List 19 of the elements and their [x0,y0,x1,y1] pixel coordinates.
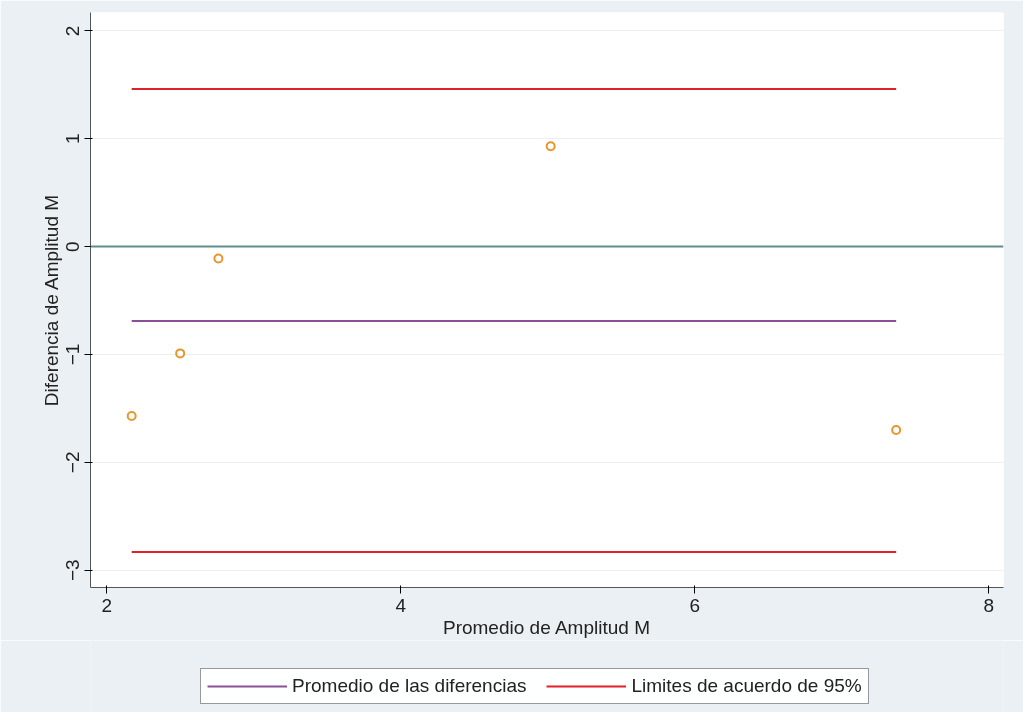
point [213,253,224,264]
point [545,141,556,152]
y-tick-label: −2 [62,451,84,474]
x-tick-label: 8 [983,594,995,616]
y-tick-label: 0 [62,241,84,252]
point [126,410,137,421]
legend-label: Promedio de las diferencias [292,675,527,697]
y-tick-label: −1 [62,343,84,366]
x-axis-title: Promedio de Amplitud M [442,616,650,638]
x-tick-label: 6 [689,594,701,616]
x-tick-label: 4 [395,594,407,616]
point [891,425,902,435]
legend-label: Limites de acuerdo de 95% [631,675,862,697]
y-axis-title: Diferencia de Amplitud M [40,194,62,407]
x-tick-label: 2 [101,594,112,616]
y-tick-label: −3 [62,559,84,582]
y-tick-label: 2 [62,25,84,37]
point [175,348,186,359]
y-tick-label: 1 [62,133,84,144]
